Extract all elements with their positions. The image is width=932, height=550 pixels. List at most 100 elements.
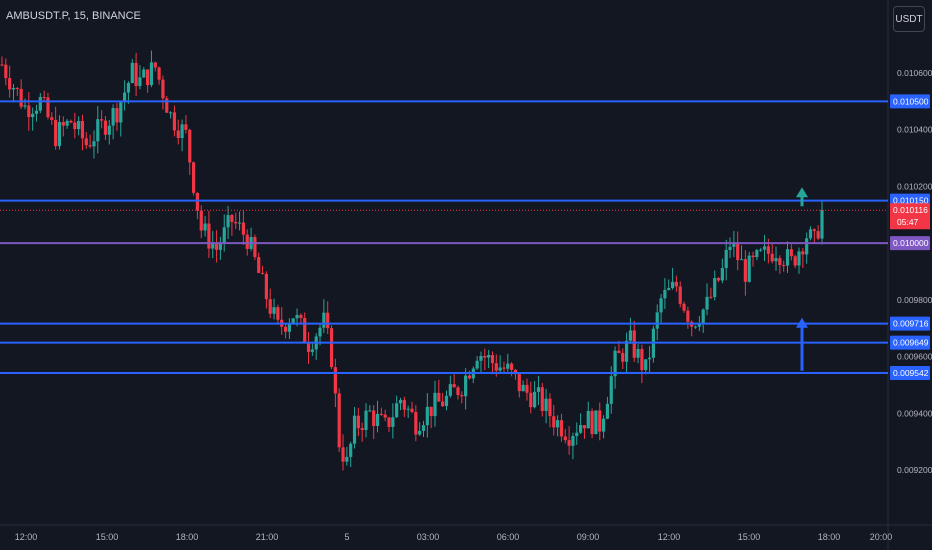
candle-body — [341, 447, 345, 462]
candle-body — [379, 413, 383, 415]
candle-body — [142, 69, 146, 78]
candle-body — [613, 350, 617, 377]
level-price-tag — [890, 335, 930, 350]
candle-body — [716, 278, 721, 281]
candle-body — [582, 425, 587, 429]
candle-body — [395, 403, 399, 418]
candle-body — [525, 384, 529, 393]
candle-body — [529, 392, 533, 408]
candle-body — [785, 249, 790, 266]
candle-body — [364, 410, 368, 430]
candle-body — [609, 376, 613, 404]
y-tick-label: 0.010600 — [897, 68, 932, 78]
candle-body — [123, 92, 127, 103]
candle-body — [27, 105, 31, 118]
candle-body — [617, 350, 621, 354]
candle-body — [567, 440, 571, 446]
y-tick-label: 0.009400 — [897, 408, 932, 418]
candle-body — [268, 299, 272, 314]
x-tick-label: 20:00 — [870, 532, 893, 542]
candle-body — [483, 355, 487, 358]
candle-body — [157, 67, 161, 80]
candle-body — [628, 330, 633, 341]
candle-body — [218, 243, 223, 250]
candle-body — [149, 62, 154, 86]
candle-body — [214, 243, 219, 250]
candle-body — [69, 120, 73, 123]
candle-body — [755, 250, 759, 258]
annotation-arrow-head — [796, 187, 808, 198]
candle-body — [287, 323, 291, 332]
current-price-label: 0.010116 — [893, 205, 928, 215]
candle-body — [479, 355, 483, 361]
candle-body — [494, 363, 498, 371]
candle-body — [736, 243, 740, 260]
candle-body — [299, 314, 303, 319]
level-price-label: 0.009649 — [893, 338, 929, 348]
candle-body — [172, 112, 177, 131]
candle-body — [724, 249, 728, 269]
candle-body — [84, 138, 88, 146]
candle-body — [199, 210, 203, 231]
candle-body — [670, 281, 675, 289]
candle-body — [621, 353, 625, 362]
candle-body — [222, 227, 226, 244]
candle-body — [812, 229, 816, 232]
candle-body — [594, 410, 598, 435]
candle-body — [571, 436, 575, 446]
x-tick-label: 15:00 — [738, 532, 761, 542]
candle-body — [598, 410, 602, 432]
candle-body — [134, 62, 138, 87]
candle-body — [264, 273, 268, 300]
candle-body — [452, 384, 456, 388]
candle-body — [54, 119, 58, 147]
candle-body — [410, 408, 414, 413]
bar-countdown: 05:47 — [897, 217, 919, 227]
candle-body — [283, 326, 288, 332]
currency-unit-button[interactable]: USDT — [893, 6, 925, 32]
candle-body — [705, 296, 709, 310]
candle-body — [402, 400, 406, 410]
candle-body — [586, 410, 590, 429]
candle-body — [375, 413, 380, 426]
candle-body — [441, 401, 445, 407]
candle-body — [502, 367, 506, 369]
candle-body — [751, 255, 755, 258]
y-tick-label: 0.010400 — [897, 125, 932, 135]
level-price-label: 0.009716 — [893, 319, 929, 329]
candle-body — [778, 258, 782, 266]
candle-body — [701, 309, 705, 325]
current-price-tag — [890, 203, 930, 230]
candle-body — [464, 375, 468, 397]
candle-body — [8, 78, 12, 90]
candle-body — [655, 312, 659, 329]
candle-body — [4, 64, 8, 79]
candle-body — [739, 259, 744, 261]
candle-body — [57, 122, 62, 147]
candle-body — [19, 88, 23, 107]
candle-body — [103, 120, 108, 135]
candle-body — [487, 355, 491, 358]
candle-body — [96, 119, 100, 142]
candle-body — [460, 394, 464, 397]
candle-body — [138, 77, 142, 87]
candle-body — [349, 443, 353, 457]
y-tick-label: 0.009800 — [897, 295, 932, 305]
candle-body — [605, 403, 610, 419]
candle-body — [329, 328, 334, 368]
symbol-title: AMBUSDT.P, 15, BINANCE — [6, 10, 141, 22]
x-tick-label: 12:00 — [15, 532, 38, 542]
level-price-label: 0.010150 — [893, 196, 929, 206]
x-tick-label: 12:00 — [658, 532, 681, 542]
candle-body — [245, 234, 249, 249]
candle-body — [490, 355, 495, 364]
level-price-label: 0.010000 — [893, 238, 929, 248]
candle-body — [372, 410, 376, 426]
candle-body — [406, 408, 410, 410]
candle-body — [536, 387, 541, 392]
candle-body — [398, 400, 403, 404]
candle-body — [191, 162, 196, 193]
candle-body — [632, 330, 636, 358]
candle-body — [234, 221, 238, 224]
